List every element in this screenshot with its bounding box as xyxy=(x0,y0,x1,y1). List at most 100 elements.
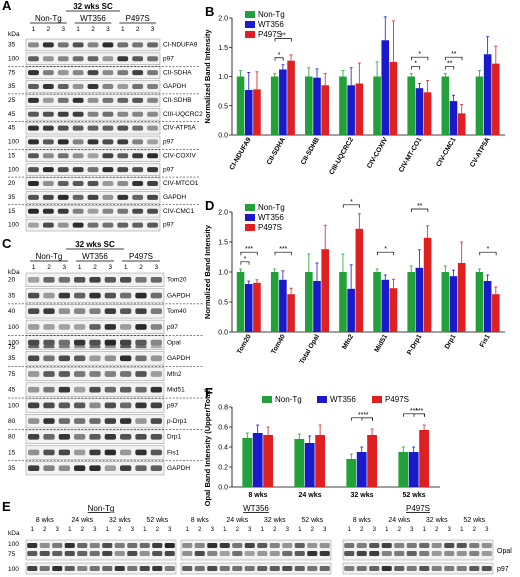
bar xyxy=(347,288,355,332)
blot-band xyxy=(58,371,70,377)
lane-number: 2 xyxy=(236,527,240,533)
blot-band xyxy=(150,277,162,283)
blot-band xyxy=(152,543,163,548)
lane-number: 1 xyxy=(31,527,35,533)
blot-band xyxy=(282,566,293,571)
blot-band xyxy=(104,308,116,315)
blot-band xyxy=(127,551,138,556)
blot-band xyxy=(117,181,129,186)
bar xyxy=(244,284,253,332)
blot-band xyxy=(58,465,70,471)
panel-letter: C xyxy=(2,236,12,251)
blot-band xyxy=(102,139,114,145)
blot-band xyxy=(43,402,55,409)
group-label: P497S xyxy=(406,504,430,513)
blot-label: GAPDH xyxy=(167,292,190,299)
blot-band xyxy=(43,386,55,393)
blot-band xyxy=(114,566,125,571)
blot-band xyxy=(194,551,205,556)
y-tick-label: 1.0 xyxy=(218,74,228,81)
kda-marker: 35 xyxy=(8,42,16,49)
blot-band xyxy=(406,543,417,548)
blot-band xyxy=(64,551,75,556)
y-axis-label: Normalized Band Intensity xyxy=(203,29,212,124)
blot-band xyxy=(87,125,99,131)
lane-number: 3 xyxy=(155,264,159,271)
bar xyxy=(313,77,321,135)
blot-band xyxy=(307,543,318,548)
significance-mark: *** xyxy=(358,412,366,419)
timepoint-label: 32 wks xyxy=(426,517,448,524)
lane-number: 3 xyxy=(106,26,110,33)
blot-band xyxy=(369,543,380,548)
lane-number: 1 xyxy=(124,264,128,271)
kda-marker: 75 xyxy=(8,69,16,76)
blot-strip xyxy=(25,149,161,162)
blot-band xyxy=(28,153,39,159)
blot-label: Mfn2 xyxy=(167,371,182,378)
significance-mark: *** xyxy=(279,246,287,253)
blot-band xyxy=(104,339,116,346)
blot-band xyxy=(102,194,114,200)
blot-band xyxy=(117,153,129,159)
kda-marker: 100 xyxy=(8,222,19,229)
bar xyxy=(236,76,245,135)
blot-band xyxy=(132,139,144,145)
blot-band xyxy=(147,167,158,173)
blot-strip xyxy=(342,562,494,575)
lane-number: 1 xyxy=(68,527,72,533)
blot-band xyxy=(164,566,175,571)
significance-bracket xyxy=(411,66,421,70)
blot-band xyxy=(87,222,99,228)
y-tick-label: 1.5 xyxy=(218,240,228,247)
x-tick-label: Mfn2 xyxy=(341,333,355,350)
legend-swatch xyxy=(317,396,327,403)
blot-band xyxy=(52,543,63,548)
x-tick-label: CII-SDHB xyxy=(300,136,321,166)
blot-band xyxy=(87,111,99,117)
blot-band xyxy=(42,153,54,159)
blot-band xyxy=(42,194,54,200)
legend-label: P497S xyxy=(258,30,282,39)
significance-mark: * xyxy=(418,51,421,58)
blot-band xyxy=(147,70,158,76)
blot-band xyxy=(117,222,129,228)
blot-strip xyxy=(25,205,161,218)
blot-band xyxy=(87,97,99,103)
blot-band xyxy=(394,566,405,571)
blot-band xyxy=(114,551,125,556)
bar xyxy=(339,272,347,332)
blot-band xyxy=(43,277,55,283)
blot-band xyxy=(135,277,147,283)
blot-band xyxy=(77,566,88,571)
blot-band xyxy=(381,543,392,548)
kda-marker: 20 xyxy=(8,277,16,284)
blot-band xyxy=(356,551,367,556)
blot-label: p97 xyxy=(163,139,174,146)
blot-band xyxy=(74,433,86,440)
timepoint-label: 24 wks xyxy=(226,517,248,524)
blot-band xyxy=(39,543,50,548)
blot-band xyxy=(394,543,405,548)
blot-band xyxy=(42,111,54,117)
blot-band xyxy=(120,465,132,471)
lane-number: 1 xyxy=(186,527,190,533)
y-tick-label: 0.8 xyxy=(218,405,228,412)
y-tick-label: 0.0 xyxy=(218,485,228,492)
blot-band xyxy=(294,551,305,556)
blot-band xyxy=(72,42,84,48)
blot-band xyxy=(102,56,114,62)
bar xyxy=(270,76,279,135)
blot-band xyxy=(87,208,99,214)
blot-band xyxy=(27,566,38,571)
blot-band xyxy=(43,292,55,299)
bar xyxy=(407,272,415,332)
blot-band xyxy=(132,167,144,173)
lane-number: 1 xyxy=(223,527,227,533)
panel-b-bar-chart: B 0.0 0.5 1.0 1.5 2.0 Normalized Band Intensit… xyxy=(203,4,505,176)
blot-band xyxy=(147,56,158,62)
blot-label: Mid51 xyxy=(167,387,185,394)
blot-band xyxy=(72,56,84,62)
blot-band xyxy=(28,139,39,145)
